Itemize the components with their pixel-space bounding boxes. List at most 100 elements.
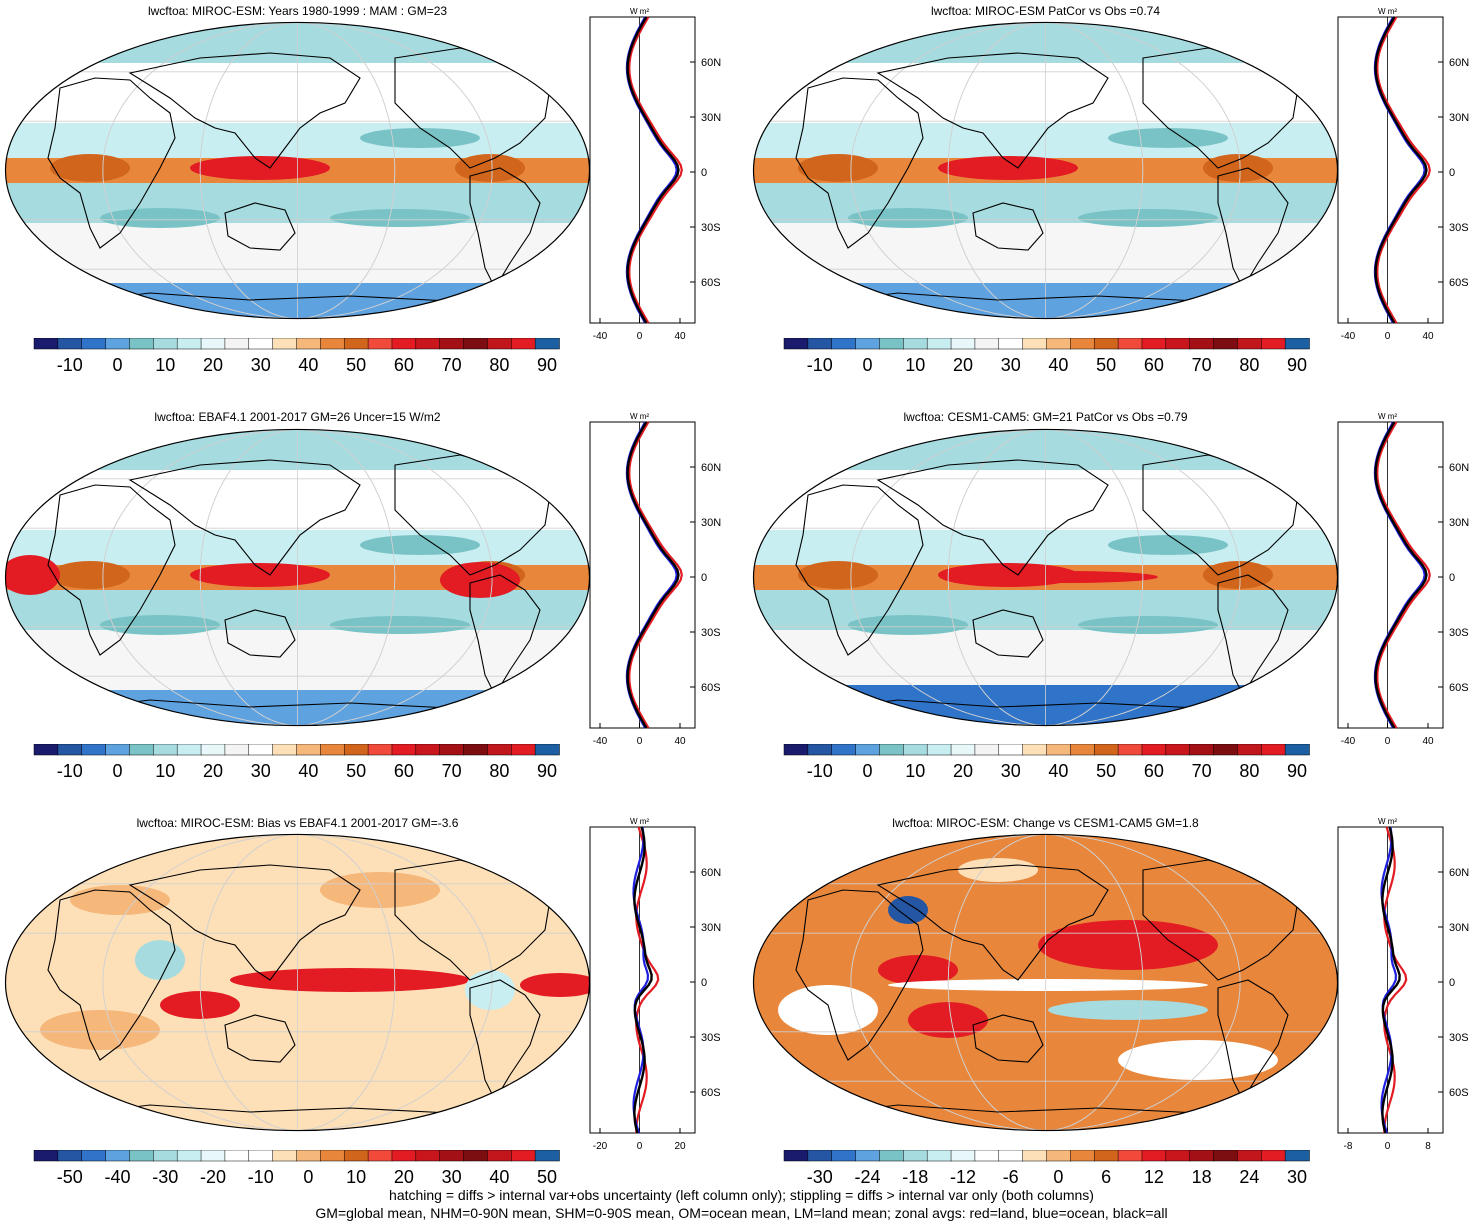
colorbar-label-p1: 80 [489,355,509,375]
colorbar-label-p4: 90 [1287,761,1307,781]
colorbar-p5: -50 -40 -30 -20 -10 0 10 20 30 40 50 [33,1150,560,1187]
profile-lat-p4: 30S [1449,627,1469,639]
colorbar-label-p4: 0 [863,761,873,781]
panel-title-p4: lwcftoa: CESM1-CAM5: GM=21 PatCor vs Obs… [903,410,1188,424]
profile-xtick-p5: -20 [593,1141,608,1152]
map-p6 [752,833,1339,1132]
colorbar-label-p6: -12 [950,1167,976,1187]
colorbar-label-p3: 80 [489,761,509,781]
profile-lat-p2: 30S [1449,222,1469,234]
colorbar-label-p4: 80 [1239,761,1259,781]
colorbar-label-p4: 40 [1048,761,1068,781]
colorbar-label-p6: -18 [902,1167,928,1187]
colorbar-label-p1: 30 [251,355,271,375]
colorbar-label-p4: 30 [1001,761,1021,781]
colorbar-label-p6: -24 [855,1167,881,1187]
profile-xtick-p1: 40 [674,331,686,342]
footnote-line-1: hatching = diffs > internal var+obs unce… [389,1187,1094,1203]
colorbar-label-p2: 80 [1239,355,1259,375]
profile-lat-p3: 0 [701,572,707,584]
colorbar-label-p6: 6 [1101,1167,1111,1187]
profile-lat-p6: 30S [1449,1032,1469,1044]
profile-lat-p6: 60S [1449,1087,1469,1099]
colorbar-label-p1: 60 [394,355,414,375]
colorbar-label-p2: 10 [905,355,925,375]
colorbar-label-p5: 50 [537,1167,557,1187]
panel-title-p1: lwcftoa: MIROC-ESM: Years 1980-1999 : MA… [147,4,448,18]
profile-p3: W m² -40 0 40 60N 30N 0 30S 60S [589,412,721,747]
profile-lat-p4: 0 [1449,572,1455,584]
profile-lat-p5: 60N [701,867,721,879]
colorbar-label-p3: 20 [203,761,223,781]
profile-xtick-p5: 0 [637,1141,643,1152]
colorbar-label-p3: 40 [298,761,318,781]
colorbar-label-p1: 20 [203,355,223,375]
colorbar-label-p2: 70 [1192,355,1212,375]
profile-p6: W m² -8 0 8 60N 30N 0 30S 60S [1337,817,1469,1152]
panel-title-p2: lwcftoa: MIROC-ESM PatCor vs Obs =0.74 [930,4,1161,18]
colorbar-label-p2: 20 [953,355,973,375]
colorbar-label-p2: -10 [807,355,833,375]
profile-units-p6: W m² [1378,817,1397,826]
profile-p1: W m² -40 0 40 60N 30N 0 30S 60S [589,7,721,342]
profile-lat-p4: 60N [1449,462,1469,474]
colorbar-label-p3: -10 [57,761,83,781]
profile-lat-p2: 60S [1449,277,1469,289]
colorbar-label-p5: -30 [152,1167,178,1187]
profile-units-p3: W m² [630,412,649,421]
colorbar-label-p3: 90 [537,761,557,781]
colorbar-label-p3: 70 [442,761,462,781]
colorbar-label-p6: 0 [1053,1167,1063,1187]
colorbar-label-p5: 0 [303,1167,313,1187]
colorbar-label-p5: 30 [442,1167,462,1187]
colorbar-p3: -10 0 10 20 30 40 50 60 70 80 90 [33,744,560,781]
profile-lat-p2: 0 [1449,167,1455,179]
profile-xtick-p1: 0 [637,331,643,342]
colorbar-label-p4: -10 [807,761,833,781]
profile-xtick-p2: 40 [1422,331,1434,342]
colorbar-label-p6: -6 [1003,1167,1019,1187]
footnote: hatching = diffs > internal var+obs unce… [0,1186,1483,1222]
profile-lat-p3: 30S [701,627,721,639]
panel-title-p5: lwcftoa: MIROC-ESM: Bias vs EBAF4.1 2001… [136,816,459,830]
colorbar-label-p3: 30 [251,761,271,781]
profile-lat-p2: 60N [1449,57,1469,69]
profile-units-p4: W m² [1378,412,1397,421]
profile-lat-p6: 0 [1449,977,1455,989]
profile-lat-p5: 30N [701,922,721,934]
colorbar-label-p3: 0 [113,761,123,781]
colorbar-label-p1: -10 [57,355,83,375]
profile-lat-p2: 30N [1449,112,1469,124]
map-p4 [752,428,1339,727]
colorbar-label-p1: 40 [298,355,318,375]
profile-xtick-p2: 0 [1385,331,1391,342]
colorbar-label-p6: 30 [1287,1167,1307,1187]
profile-xtick-p3: 0 [637,736,643,747]
colorbar-label-p5: -40 [105,1167,131,1187]
colorbar-p4: -10 0 10 20 30 40 50 60 70 80 90 [783,744,1310,781]
colorbar-label-p2: 90 [1287,355,1307,375]
profile-xtick-p5: 20 [674,1141,686,1152]
colorbar-label-p1: 70 [442,355,462,375]
profile-xtick-p6: -8 [1344,1141,1353,1152]
profile-lat-p4: 60S [1449,682,1469,694]
profile-units-p2: W m² [1378,7,1397,16]
colorbar-label-p5: 10 [346,1167,366,1187]
profile-xtick-p3: 40 [674,736,686,747]
map-p3 [4,428,591,727]
profile-lat-p1: 60S [701,277,721,289]
colorbar-label-p4: 70 [1192,761,1212,781]
colorbar-label-p6: 18 [1192,1167,1212,1187]
profile-lat-p6: 60N [1449,867,1469,879]
profile-lat-p3: 60S [701,682,721,694]
colorbar-label-p1: 90 [537,355,557,375]
profile-xtick-p4: 40 [1422,736,1434,747]
profile-xtick-p4: -40 [1341,736,1356,747]
profile-lat-p3: 60N [701,462,721,474]
colorbar-label-p2: 0 [863,355,873,375]
colorbar-label-p3: 50 [346,761,366,781]
colorbar-label-p5: -20 [200,1167,226,1187]
profile-xtick-p1: -40 [593,331,608,342]
colorbar-label-p3: 60 [394,761,414,781]
colorbar-label-p2: 40 [1048,355,1068,375]
